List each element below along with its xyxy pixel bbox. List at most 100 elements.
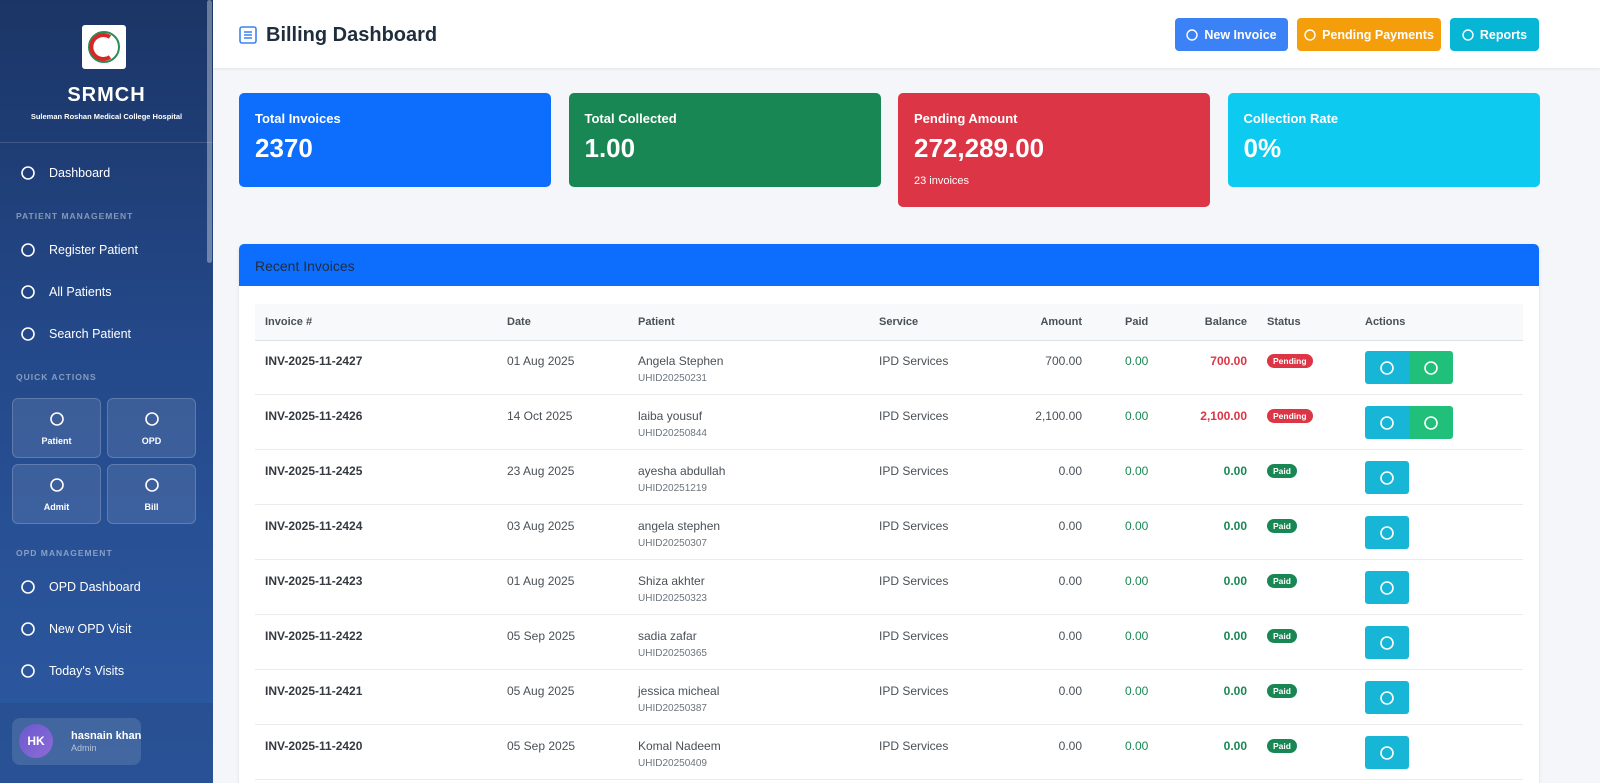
status-badge: Paid [1267, 739, 1297, 753]
icon [50, 478, 64, 492]
patient-name: Shiza akhter [638, 574, 705, 588]
view-button[interactable] [1365, 351, 1409, 384]
tile-label: Bill [144, 502, 159, 512]
status-badge: Paid [1267, 574, 1297, 588]
icon [1424, 416, 1438, 430]
view-button[interactable] [1365, 626, 1409, 659]
column-header: Actions [1365, 316, 1406, 328]
stat-value: 0% [1243, 133, 1282, 163]
button-label: Pending Payments [1322, 27, 1434, 42]
paid: 0.00 [1125, 629, 1149, 643]
balance: 0.00 [1223, 519, 1247, 533]
view-button[interactable] [1365, 461, 1409, 494]
nav-item[interactable]: New OPD Visit [49, 622, 132, 636]
status-badge: Paid [1267, 629, 1297, 643]
nav-item[interactable]: OPD Dashboard [49, 580, 141, 594]
quick-action-tile[interactable]: Bill [107, 464, 196, 524]
status-badge: Pending [1267, 409, 1313, 423]
tile-label: OPD [141, 436, 162, 446]
column-header: Balance [1204, 316, 1247, 328]
icon [1380, 581, 1394, 595]
button-icon [1186, 28, 1199, 41]
status-badge: Pending [1267, 354, 1313, 368]
button-icon [1462, 28, 1474, 41]
table-row [255, 450, 1523, 505]
column-header: Date [507, 316, 531, 328]
nav-item[interactable]: Search Patient [49, 327, 131, 341]
paid: 0.00 [1125, 739, 1149, 753]
stat-note: 23 invoices [914, 175, 970, 187]
view-button[interactable] [1365, 571, 1409, 604]
stat-card: Pending Amount 272,289.00 23 invoices [898, 93, 1210, 207]
stat-label: Total Invoices [255, 111, 341, 126]
scrollbar [207, 0, 212, 263]
pay-button[interactable] [1409, 351, 1453, 384]
header-button[interactable]: Reports [1450, 18, 1539, 51]
icon [50, 412, 64, 426]
patient-uhid: UHID20250365 [638, 648, 707, 659]
paid: 0.00 [1125, 519, 1149, 533]
logo-icon [88, 31, 120, 63]
table-row [255, 670, 1523, 725]
table-row [255, 340, 1523, 395]
section-title: OPD MANAGEMENT [16, 548, 113, 558]
logo [82, 25, 126, 69]
pay-button[interactable] [1409, 406, 1453, 439]
main: Billing Dashboard Recent Invoices Invoic… [213, 0, 1600, 783]
nav-item[interactable]: Today's Visits [49, 664, 125, 678]
patient-name: jessica micheal [638, 684, 720, 698]
invoices-card: Recent Invoices Invoice # Date Patient Serv… [239, 244, 1539, 783]
icon [21, 243, 35, 257]
header-button[interactable]: New Invoice [1175, 18, 1288, 51]
icon [145, 412, 159, 426]
table-row [255, 560, 1523, 615]
nav-item[interactable]: Register Patient [49, 243, 138, 257]
invoice-number: INV-2025-11-2426 [265, 409, 363, 423]
stat-label: Pending Amount [914, 111, 1018, 126]
balance: 2,100.00 [1200, 409, 1247, 423]
table-row [255, 725, 1523, 780]
patient-name: sadia zafar [638, 629, 697, 643]
invoice-date: 14 Oct 2025 [507, 409, 573, 423]
invoice-date: 23 Aug 2025 [507, 464, 575, 478]
view-button[interactable] [1365, 681, 1409, 714]
patient-name: laiba yousuf [638, 409, 703, 423]
stat-card: Total Collected 1.00 [568, 93, 881, 187]
patient-uhid: UHID20250409 [638, 758, 707, 769]
icon [1380, 746, 1394, 760]
user-role: Admin [71, 743, 97, 753]
quick-action-tile[interactable]: Admit [12, 464, 101, 524]
view-button[interactable] [1365, 736, 1409, 769]
header-button[interactable]: Pending Payments [1297, 18, 1441, 51]
quick-action-tile[interactable]: Patient [12, 398, 101, 458]
invoice-number: INV-2025-11-2422 [265, 629, 363, 643]
header-icon [239, 26, 257, 44]
icon [1380, 526, 1394, 540]
service: IPD Services [879, 574, 949, 588]
service: IPD Services [879, 519, 949, 533]
brand-subtitle: Suleman Roshan Medical College Hospital [30, 112, 183, 121]
view-button[interactable] [1365, 516, 1409, 549]
invoice-number: INV-2025-11-2420 [265, 739, 363, 753]
nav-item[interactable]: Dashboard [49, 166, 111, 180]
icon [1424, 361, 1438, 375]
view-button[interactable] [1365, 406, 1409, 439]
patient-uhid: UHID20250323 [638, 593, 707, 604]
patient-name: Angela Stephen [638, 354, 724, 368]
amount: 700.00 [1045, 354, 1082, 368]
invoice-date: 05 Aug 2025 [507, 684, 575, 698]
balance: 0.00 [1223, 464, 1247, 478]
invoice-date: 01 Aug 2025 [507, 574, 575, 588]
invoice-date: 01 Aug 2025 [507, 354, 575, 368]
invoice-number: INV-2025-11-2427 [265, 354, 363, 368]
section-title: QUICK ACTIONS [16, 372, 97, 382]
quick-action-tile[interactable]: OPD [107, 398, 196, 458]
service: IPD Services [879, 629, 949, 643]
amount: 0.00 [1058, 739, 1082, 753]
amount: 2,100.00 [1035, 409, 1082, 423]
nav-item[interactable]: All Patients [49, 285, 112, 299]
patient-uhid: UHID20251219 [638, 483, 707, 494]
service: IPD Services [879, 464, 949, 478]
icon [1380, 691, 1394, 705]
